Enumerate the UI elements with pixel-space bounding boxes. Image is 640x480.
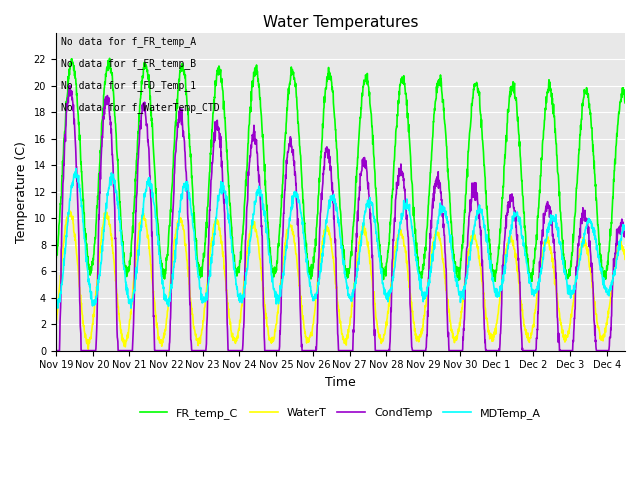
Legend: FR_temp_C, WaterT, CondTemp, MDTemp_A: FR_temp_C, WaterT, CondTemp, MDTemp_A [135, 404, 545, 424]
Text: No data for f_FR_temp_B: No data for f_FR_temp_B [61, 58, 196, 69]
FR_temp_C [605, 249, 612, 255]
Text: No data for f_WaterTemp_CTD: No data for f_WaterTemp_CTD [61, 103, 220, 113]
CondTemp [500, 239, 508, 244]
MDTemp_A [314, 284, 322, 289]
Title: Water Temperatures: Water Temperatures [262, 15, 418, 30]
WaterT [330, 255, 337, 261]
FR_temp_C [605, 249, 613, 254]
FR_temp_C [621, 100, 629, 106]
WaterT [605, 306, 612, 312]
MDTemp_A [605, 288, 612, 294]
WaterT [605, 305, 613, 311]
MDTemp_A [127, 305, 135, 311]
FR_temp_C [106, 55, 113, 61]
Line: CondTemp: CondTemp [56, 85, 625, 350]
FR_temp_C [329, 88, 337, 94]
Line: WaterT: WaterT [56, 210, 625, 349]
FR_temp_C [500, 163, 508, 168]
MDTemp_A [605, 293, 613, 299]
FR_temp_C [81, 229, 89, 235]
FR_temp_C [528, 278, 536, 284]
Line: FR_temp_C: FR_temp_C [56, 58, 625, 281]
CondTemp [314, 302, 321, 308]
Text: No data for f_FR_temp_A: No data for f_FR_temp_A [61, 36, 196, 47]
WaterT [84, 346, 92, 352]
Y-axis label: Temperature (C): Temperature (C) [15, 141, 28, 242]
CondTemp [621, 234, 629, 240]
Text: No data for f_FD_Temp_1: No data for f_FD_Temp_1 [61, 80, 196, 91]
WaterT [621, 256, 629, 262]
WaterT [52, 325, 60, 331]
MDTemp_A [81, 240, 89, 245]
WaterT [81, 335, 89, 340]
CondTemp [329, 188, 337, 194]
WaterT [314, 278, 322, 284]
Line: MDTemp_A: MDTemp_A [56, 168, 625, 308]
FR_temp_C [52, 255, 60, 261]
MDTemp_A [621, 223, 629, 228]
MDTemp_A [500, 264, 508, 269]
MDTemp_A [72, 166, 80, 171]
CondTemp [605, 348, 612, 353]
CondTemp [66, 83, 74, 88]
CondTemp [605, 348, 612, 353]
MDTemp_A [330, 196, 337, 202]
CondTemp [52, 348, 60, 353]
WaterT [500, 256, 508, 262]
WaterT [65, 207, 73, 213]
X-axis label: Time: Time [325, 376, 356, 389]
MDTemp_A [52, 294, 60, 300]
FR_temp_C [314, 211, 321, 216]
CondTemp [81, 348, 89, 353]
